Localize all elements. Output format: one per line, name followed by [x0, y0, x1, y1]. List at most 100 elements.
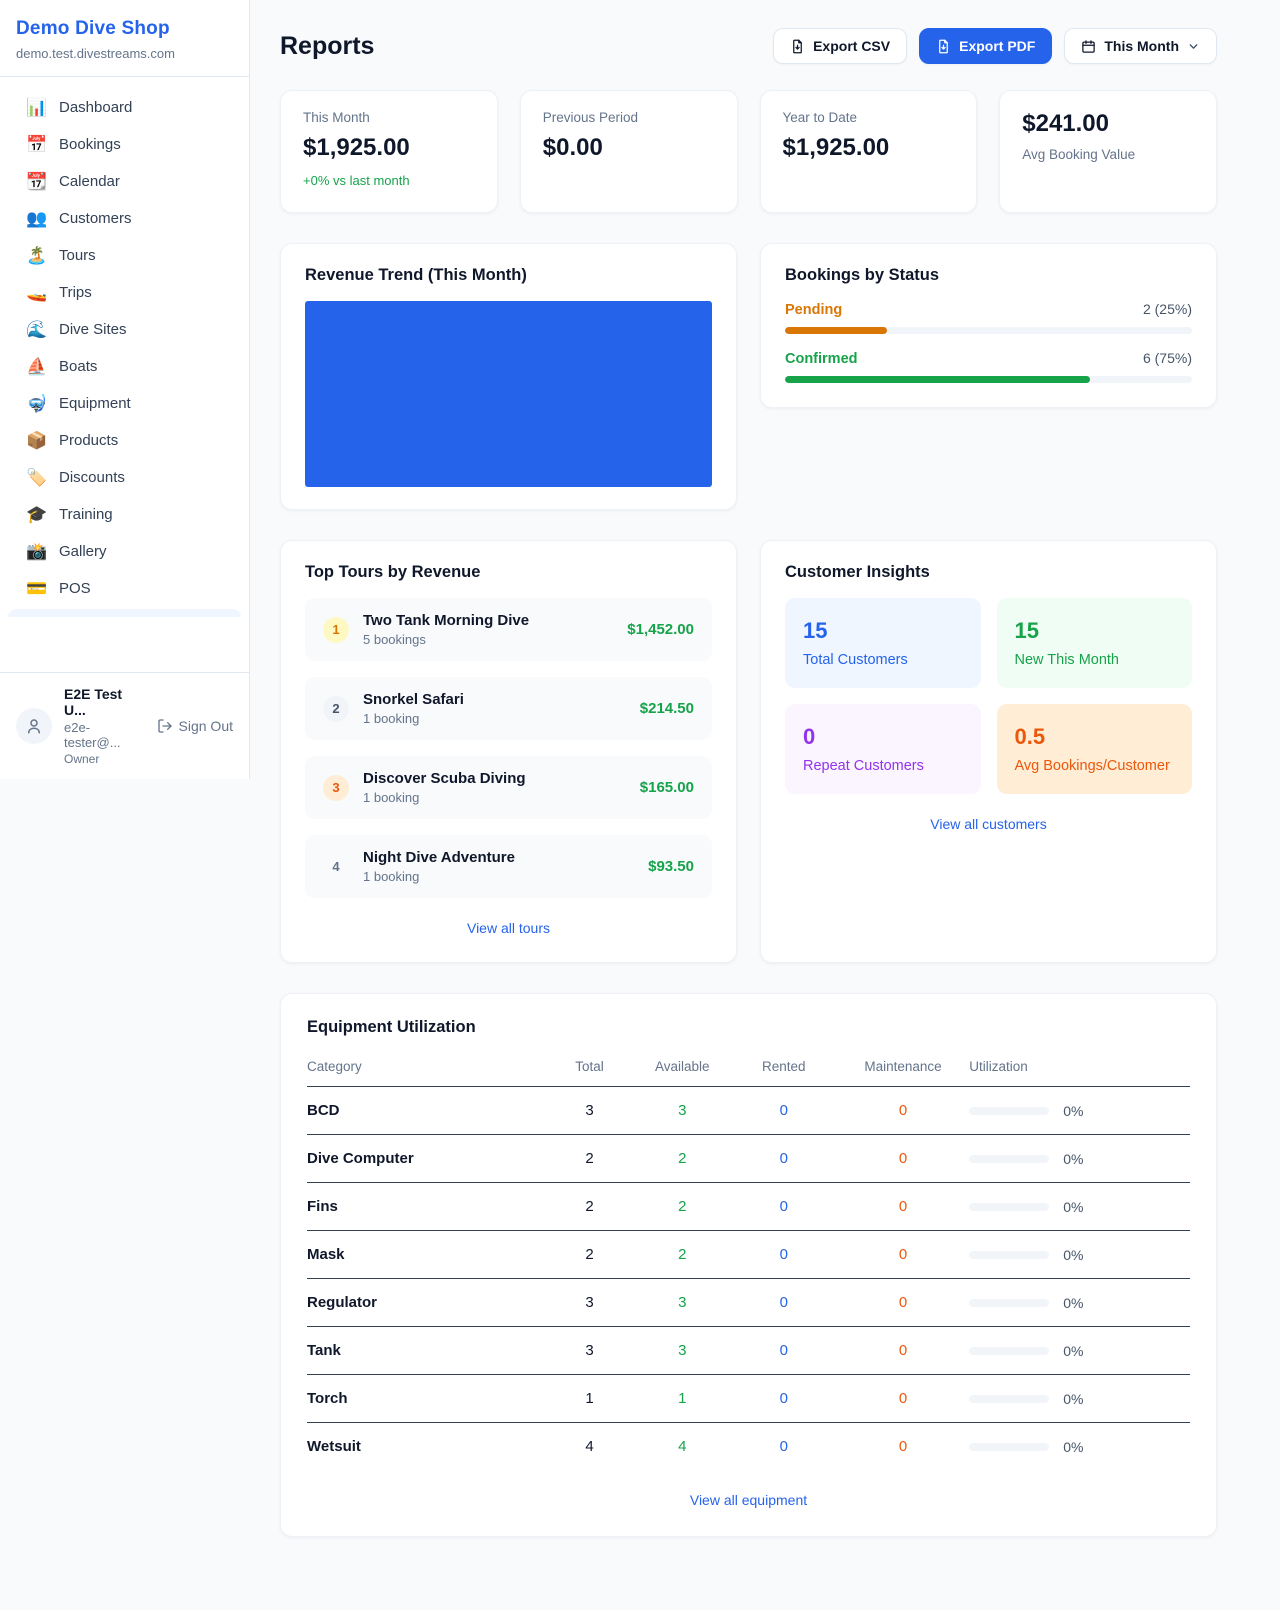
equipment-available: 2	[633, 1134, 731, 1183]
tour-row[interactable]: 2 Snorkel Safari 1 booking $214.50	[305, 677, 712, 740]
equipment-maintenance: 0	[836, 1182, 970, 1231]
utilization-percent: 0%	[1063, 1102, 1084, 1119]
equipment-available: 2	[633, 1230, 731, 1279]
sidebar-item-discounts[interactable]: 🏷️ Discounts	[8, 459, 241, 496]
utilization-percent: 0%	[1063, 1246, 1084, 1263]
status-bar-track	[785, 327, 1192, 334]
sidebar-item-tours[interactable]: 🏝️ Tours	[8, 237, 241, 274]
status-value: 2 (25%)	[1142, 301, 1192, 317]
equipment-rented: 0	[730, 1086, 837, 1135]
export-pdf-label: Export PDF	[959, 38, 1036, 54]
sidebar-item-products[interactable]: 📦 Products	[8, 422, 241, 459]
stat-value: $1,925.00	[303, 134, 410, 161]
col-category: Category	[307, 1053, 546, 1087]
revenue-trend-card: Revenue Trend (This Month)	[280, 243, 737, 510]
sidebar-item-trips[interactable]: 🚤 Trips	[8, 274, 241, 311]
insights-row: Top Tours by Revenue 1 Two Tank Morning …	[280, 540, 1217, 963]
equipment-rented: 0	[730, 1134, 837, 1183]
user-name: E2E Test U...	[64, 686, 123, 718]
products-icon: 📦	[26, 431, 48, 450]
sidebar-item-dashboard[interactable]: 📊 Dashboard	[8, 89, 241, 126]
bookings-by-status-card: Bookings by Status Pending 2 (25%) Confi…	[760, 243, 1217, 408]
customers-icon: 👥	[26, 209, 48, 228]
period-dropdown[interactable]: This Month	[1064, 28, 1217, 64]
sign-out-label: Sign Out	[178, 718, 233, 734]
shop-title: Demo Dive Shop	[16, 18, 170, 39]
export-csv-button[interactable]: Export CSV	[773, 28, 908, 64]
sidebar-item-boats[interactable]: ⛵ Boats	[8, 348, 241, 385]
calendar-icon: 📆	[26, 172, 48, 191]
sidebar-item-customers[interactable]: 👥 Customers	[8, 200, 241, 237]
insight-tiles: 15 Total Customers 15 New This Month 0 R…	[785, 598, 1192, 794]
stat-value: $241.00	[1022, 110, 1110, 137]
table-row: Dive Computer 2 2 0 0 0%	[307, 1134, 1190, 1183]
tile-label: Total Customers	[803, 652, 908, 668]
equipment-available: 3	[633, 1086, 731, 1135]
equipment-rented: 0	[730, 1230, 837, 1279]
sidebar-item-training[interactable]: 🎓 Training	[8, 496, 241, 533]
sidebar-header: Demo Dive Shop demo.test.divestreams.com	[0, 0, 249, 77]
tile-new-this-month: 15 New This Month	[996, 598, 1192, 688]
equipment-rented: 0	[730, 1326, 837, 1375]
equipment-total: 2	[545, 1230, 634, 1279]
tour-bookings: 1 booking	[363, 869, 420, 884]
tour-row[interactable]: 1 Two Tank Morning Dive 5 bookings $1,45…	[305, 598, 712, 661]
sign-out-button[interactable]: Sign Out	[157, 718, 233, 734]
view-all-equipment-link[interactable]: View all equipment	[689, 1492, 808, 1508]
top-tours-card: Top Tours by Revenue 1 Two Tank Morning …	[280, 540, 737, 963]
equipment-total: 1	[545, 1374, 634, 1423]
col-rented: Rented	[730, 1053, 837, 1087]
equipment-maintenance: 0	[836, 1326, 970, 1375]
stat-card-year-to-date: Year to Date $1,925.00	[759, 90, 978, 213]
utilization-percent: 0%	[1063, 1150, 1084, 1167]
status-row-confirmed: Confirmed 6 (75%)	[785, 350, 1192, 383]
sidebar-item-reports-partial[interactable]	[8, 609, 241, 617]
status-label: Confirmed	[785, 351, 858, 367]
status-label: Pending	[785, 302, 843, 318]
utilization-percent: 0%	[1063, 1390, 1084, 1407]
sidebar-item-calendar[interactable]: 📆 Calendar	[8, 163, 241, 200]
tour-name: Snorkel Safari	[363, 691, 464, 708]
sidebar-item-equipment[interactable]: 🤿 Equipment	[8, 385, 241, 422]
equipment-category: Regulator	[307, 1278, 546, 1327]
status-bar-track	[785, 376, 1192, 383]
tour-revenue: $1,452.00	[627, 621, 694, 638]
sidebar-item-label: Equipment	[59, 395, 131, 412]
tile-value: 0.5	[1014, 724, 1046, 749]
view-all-tours-link[interactable]: View all tours	[466, 920, 550, 936]
bookings-icon: 📅	[26, 135, 48, 154]
utilization-percent: 0%	[1063, 1198, 1084, 1215]
calendar-icon	[1082, 39, 1096, 53]
sidebar-item-pos[interactable]: 💳 POS	[8, 570, 241, 607]
tour-name: Two Tank Morning Dive	[363, 612, 530, 629]
equipment-category: Mask	[307, 1230, 546, 1279]
tour-row[interactable]: 4 Night Dive Adventure 1 booking $93.50	[305, 835, 712, 898]
view-all-customers-link[interactable]: View all customers	[930, 816, 1047, 832]
user-role: Owner	[64, 752, 100, 766]
page-title: Reports	[280, 31, 375, 60]
header-actions: Export CSV Export PDF This Month	[773, 28, 1217, 64]
sidebar-item-dive-sites[interactable]: 🌊 Dive Sites	[8, 311, 241, 348]
equipment-total: 3	[545, 1278, 634, 1327]
stat-card-previous-period: Previous Period $0.00	[519, 90, 738, 213]
sidebar-item-label: Tours	[59, 247, 96, 264]
dive-sites-icon: 🌊	[26, 320, 48, 339]
tour-row[interactable]: 3 Discover Scuba Diving 1 booking $165.0…	[305, 756, 712, 819]
tile-label: Repeat Customers	[803, 758, 924, 774]
equipment-available: 1	[633, 1374, 731, 1423]
export-pdf-button[interactable]: Export PDF	[919, 28, 1053, 64]
sidebar-item-bookings[interactable]: 📅 Bookings	[8, 126, 241, 163]
sidebar-item-label: Training	[59, 506, 113, 523]
rank-badge: 3	[323, 774, 349, 801]
tile-repeat-customers: 0 Repeat Customers	[785, 704, 981, 794]
equipment-available: 3	[633, 1326, 731, 1375]
stat-label: Year to Date	[782, 110, 858, 125]
equipment-icon: 🤿	[26, 394, 48, 413]
sidebar-item-gallery[interactable]: 📸 Gallery	[8, 533, 241, 570]
tile-value: 15	[1014, 618, 1039, 643]
equipment-maintenance: 0	[836, 1134, 970, 1183]
revenue-trend-bar	[305, 301, 712, 487]
rank-badge: 2	[323, 695, 349, 722]
sidebar-user-footer: E2E Test U... e2e-tester@... Owner Sign …	[0, 672, 249, 779]
equipment-category: BCD	[307, 1086, 546, 1135]
